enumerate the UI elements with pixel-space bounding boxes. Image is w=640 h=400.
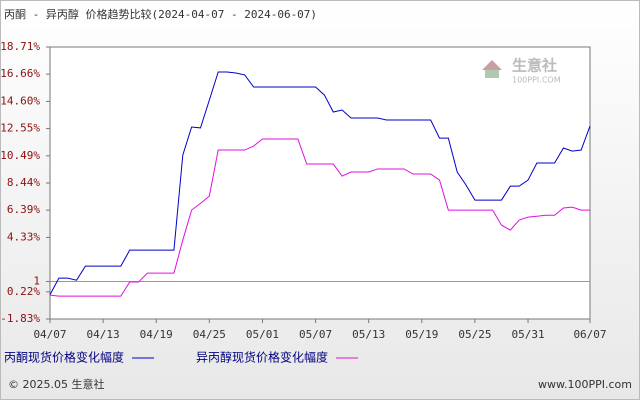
y-tick-label: 6.39% bbox=[7, 203, 40, 216]
x-tick-label: 05/31 bbox=[511, 328, 544, 341]
watermark: 生意社 100PPI.COM bbox=[482, 57, 561, 85]
y-tick-label: -1.83% bbox=[0, 312, 40, 325]
watermark-logo bbox=[485, 70, 499, 78]
x-tick-label: 04/07 bbox=[33, 328, 66, 341]
footer-left: © 2025.05 生意社 bbox=[8, 377, 104, 391]
legend-label: 异丙醇现货价格变化幅度 bbox=[196, 350, 328, 365]
y-tick-label: 4.33% bbox=[7, 230, 40, 243]
series-line bbox=[49, 138, 590, 297]
x-tick-label: 04/19 bbox=[140, 328, 173, 341]
y-tick-label: 8.44% bbox=[7, 176, 40, 189]
y-tick-label: 16.66% bbox=[0, 67, 40, 80]
x-tick-label: 05/07 bbox=[299, 328, 332, 341]
x-tick-label: 04/25 bbox=[193, 328, 226, 341]
watermark-subtext: 100PPI.COM bbox=[512, 76, 561, 85]
y-tick-label: 0.22% bbox=[7, 285, 40, 298]
plot-area bbox=[49, 46, 591, 320]
watermark-logo bbox=[482, 60, 502, 70]
y-tick-label: 14.60% bbox=[0, 94, 40, 107]
y-tick-label: 18.71% bbox=[0, 40, 40, 53]
footer-right: www.100PPI.com bbox=[538, 378, 632, 391]
y-tick-label: 12.55% bbox=[0, 122, 40, 135]
x-tick-label: 06/07 bbox=[573, 328, 606, 341]
series-line bbox=[49, 71, 591, 296]
y-tick-label: 1 bbox=[33, 275, 40, 288]
y-tick-label: 10.49% bbox=[0, 149, 40, 162]
legend-label: 丙酮现货价格变化幅度 bbox=[4, 350, 124, 365]
x-tick-label: 05/19 bbox=[405, 328, 438, 341]
x-tick-label: 05/13 bbox=[352, 328, 385, 341]
x-tick-label: 04/13 bbox=[87, 328, 120, 341]
watermark-text: 生意社 bbox=[512, 57, 557, 75]
x-tick-label: 05/01 bbox=[246, 328, 279, 341]
chart-title: 丙酮 - 异丙醇 价格趋势比较(2024-04-07 - 2024-06-07) bbox=[4, 7, 317, 21]
x-tick-label: 05/25 bbox=[458, 328, 491, 341]
